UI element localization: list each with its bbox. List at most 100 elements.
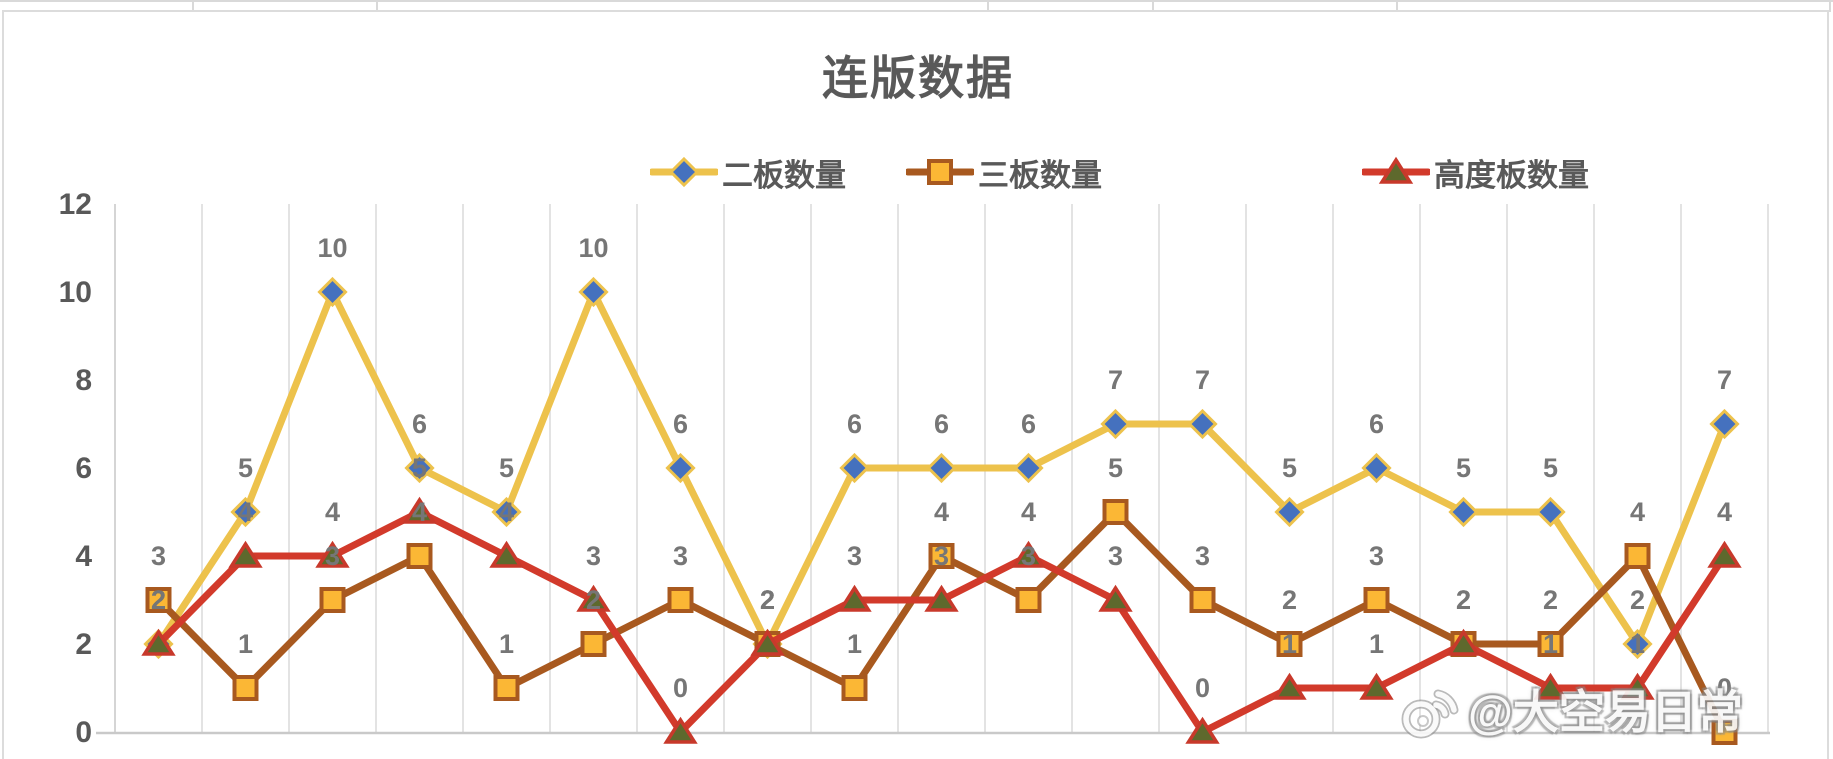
triangle-marker-icon	[576, 584, 611, 612]
data-label: 1	[1630, 629, 1645, 659]
data-label: 2	[1543, 585, 1558, 615]
legend-label: 三板数量	[978, 157, 1102, 193]
square-marker-icon	[145, 587, 172, 613]
square-marker-icon	[927, 159, 953, 185]
diamond-marker-icon	[1274, 496, 1305, 528]
legend-label: 二板数量	[722, 157, 846, 193]
data-label: 5	[1543, 453, 1558, 483]
triangle-marker-icon	[1098, 584, 1133, 612]
data-label: 3	[934, 541, 949, 571]
data-label: 2	[1456, 585, 1471, 615]
triangle-marker-icon	[315, 540, 350, 568]
triangle-marker-icon	[141, 628, 176, 656]
data-label: 3	[325, 541, 340, 571]
data-label: 2	[151, 585, 166, 615]
y-tick-label: 2	[75, 628, 92, 661]
square-marker-icon	[232, 675, 259, 701]
square-marker-icon	[928, 543, 955, 569]
data-label: 1	[499, 629, 514, 659]
triangle-marker-icon	[1533, 672, 1568, 700]
diamond-marker-icon	[839, 452, 870, 484]
triangle-marker-icon	[489, 540, 524, 568]
chart-frame[interactable]	[2, 10, 1829, 759]
data-label: 5	[1282, 453, 1297, 483]
legend-label: 高度板数量	[1434, 157, 1589, 193]
y-tick-label: 12	[59, 188, 92, 221]
square-marker-icon	[1102, 499, 1129, 525]
data-label: 1	[1282, 629, 1297, 659]
y-tick-label: 10	[59, 276, 92, 309]
data-label: 7	[1108, 365, 1123, 395]
data-label: 5	[1108, 453, 1123, 483]
data-label: 3	[1021, 541, 1036, 571]
data-label: 4	[1717, 497, 1732, 527]
data-label: 4	[934, 497, 949, 527]
triangle-marker-icon	[228, 540, 263, 568]
square-marker-icon	[1015, 587, 1042, 613]
diamond-marker-icon	[578, 276, 609, 308]
data-label: 3	[847, 541, 862, 571]
cell-border	[987, 0, 989, 12]
square-marker-icon	[1711, 719, 1738, 745]
chart-title: 连版数据	[822, 52, 1014, 104]
data-label: 4	[1630, 497, 1645, 527]
square-marker-icon	[319, 587, 346, 613]
diamond-marker-icon	[1187, 408, 1218, 440]
square-marker-icon	[493, 675, 520, 701]
triangle-marker-icon	[1620, 672, 1655, 700]
data-label: 4	[325, 497, 340, 527]
data-label: 0	[1717, 673, 1732, 703]
data-label: 3	[586, 541, 601, 571]
cell-border	[1396, 0, 1398, 12]
data-label: 3	[1369, 541, 1384, 571]
legend-item-second-board[interactable]: 二板数量	[650, 152, 846, 193]
data-label: 1	[847, 629, 862, 659]
triangle-marker-icon	[1707, 540, 1742, 568]
legend-item-third-board[interactable]: 三板数量	[906, 152, 1102, 193]
diamond-marker-icon	[1535, 496, 1566, 528]
cell-border	[1152, 0, 1154, 12]
data-label: 10	[317, 233, 347, 263]
data-label: 0	[673, 673, 688, 703]
data-label: 2	[1282, 585, 1297, 615]
triangle-marker-icon	[1011, 540, 1046, 568]
square-marker-icon	[841, 675, 868, 701]
triangle-marker-icon	[924, 584, 959, 612]
data-label: 6	[934, 409, 949, 439]
data-label: 2	[760, 585, 775, 615]
data-label: 5	[238, 453, 253, 483]
data-label: 2	[586, 585, 601, 615]
diamond-marker-icon	[1709, 408, 1740, 440]
triangle-marker-icon	[1272, 672, 1307, 700]
diamond-marker-icon	[668, 156, 700, 188]
data-label: 5	[499, 453, 514, 483]
data-label: 2	[760, 585, 775, 615]
diamond-marker-icon	[1013, 452, 1044, 484]
y-tick-label: 4	[75, 540, 92, 573]
y-tick-label: 8	[75, 364, 92, 397]
legend-item-high-board[interactable]: 高度板数量	[1362, 152, 1589, 193]
data-label: 1	[238, 629, 253, 659]
cell-border	[192, 0, 194, 12]
data-label: 6	[673, 409, 688, 439]
diamond-marker-icon	[926, 452, 957, 484]
diamond-marker-icon	[1361, 452, 1392, 484]
data-label: 1	[1543, 629, 1558, 659]
triangle-marker-icon	[837, 584, 872, 612]
data-label: 6	[847, 409, 862, 439]
diamond-marker-icon	[230, 496, 261, 528]
triangle-marker-icon	[1362, 156, 1430, 184]
data-label: 2	[1630, 585, 1645, 615]
square-marker-icon	[667, 587, 694, 613]
data-label: 4	[238, 497, 253, 527]
square-marker-icon	[406, 543, 433, 569]
diamond-marker-icon	[491, 496, 522, 528]
data-label: 3	[673, 541, 688, 571]
data-label: 2	[151, 585, 166, 615]
sheet-row-border	[0, 0, 1833, 2]
data-label: 4	[499, 497, 514, 527]
square-marker-icon	[1363, 587, 1390, 613]
triangle-marker-icon	[402, 496, 437, 524]
square-marker-icon	[1624, 543, 1651, 569]
